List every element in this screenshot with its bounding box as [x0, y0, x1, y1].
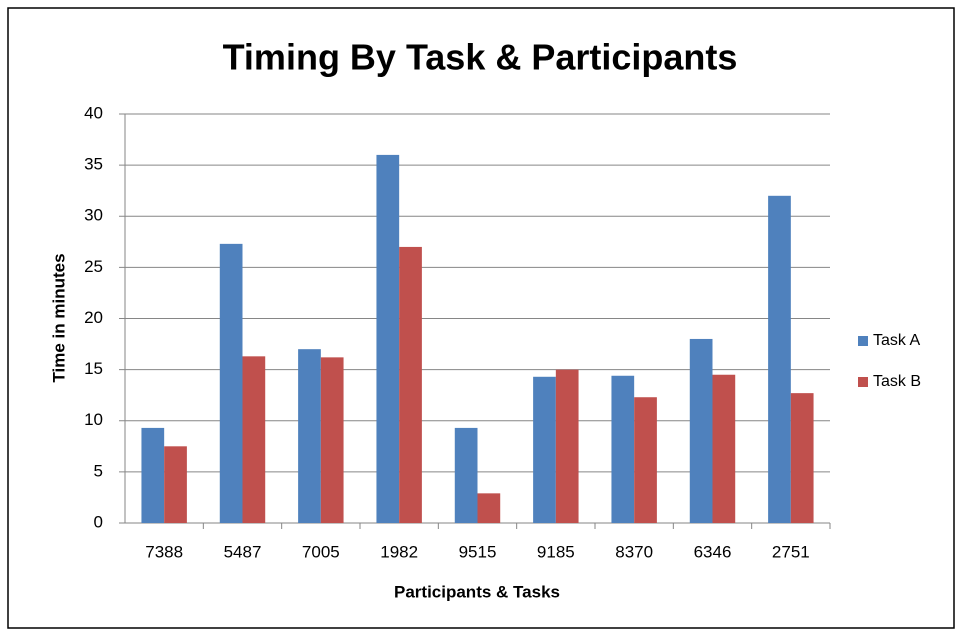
- y-tick-label: 5: [94, 461, 103, 480]
- y-tick-label: 10: [84, 410, 103, 429]
- y-axis-label: Time in minutes: [49, 253, 68, 382]
- x-tick-label: 1982: [380, 542, 418, 561]
- y-tick-label: 0: [94, 512, 103, 531]
- x-tick-label: 9185: [537, 542, 575, 561]
- y-tick-label: 25: [84, 257, 103, 276]
- bar: [689, 338, 713, 523]
- bar: [477, 493, 501, 523]
- x-tick-label: 6346: [694, 542, 732, 561]
- legend-swatch: [858, 336, 868, 346]
- bar: [634, 397, 657, 523]
- y-tick-label: 40: [84, 103, 103, 122]
- bar: [242, 356, 266, 523]
- y-tick-label: 35: [84, 155, 103, 174]
- legend-swatch: [858, 377, 868, 387]
- x-tick-label: 9515: [459, 542, 497, 561]
- bar: [790, 393, 814, 523]
- bar: [533, 376, 556, 523]
- y-tick-label: 20: [84, 308, 103, 327]
- bar: [141, 427, 165, 523]
- bar: [555, 369, 579, 523]
- bar: [164, 446, 187, 523]
- x-tick-label: 2751: [772, 542, 810, 561]
- bar: [219, 243, 243, 524]
- bar: [376, 154, 400, 523]
- legend-label: Task A: [873, 332, 920, 349]
- bar: [320, 357, 344, 523]
- x-tick-label: 5487: [224, 542, 262, 561]
- x-axis-label: Participants & Tasks: [394, 582, 560, 601]
- bar: [298, 349, 321, 523]
- x-tick-label: 8370: [615, 542, 653, 561]
- bar: [399, 246, 422, 524]
- legend-label: Task B: [873, 373, 921, 390]
- x-tick-label: 7005: [302, 542, 340, 561]
- bar: [611, 375, 635, 523]
- y-tick-label: 15: [84, 359, 103, 378]
- chart-title: Timing By Task & Participants: [223, 37, 738, 78]
- x-tick-label: 7388: [145, 542, 183, 561]
- bar: [768, 195, 791, 524]
- y-tick-label: 30: [84, 206, 103, 225]
- bar: [712, 374, 736, 523]
- bar: [454, 427, 478, 523]
